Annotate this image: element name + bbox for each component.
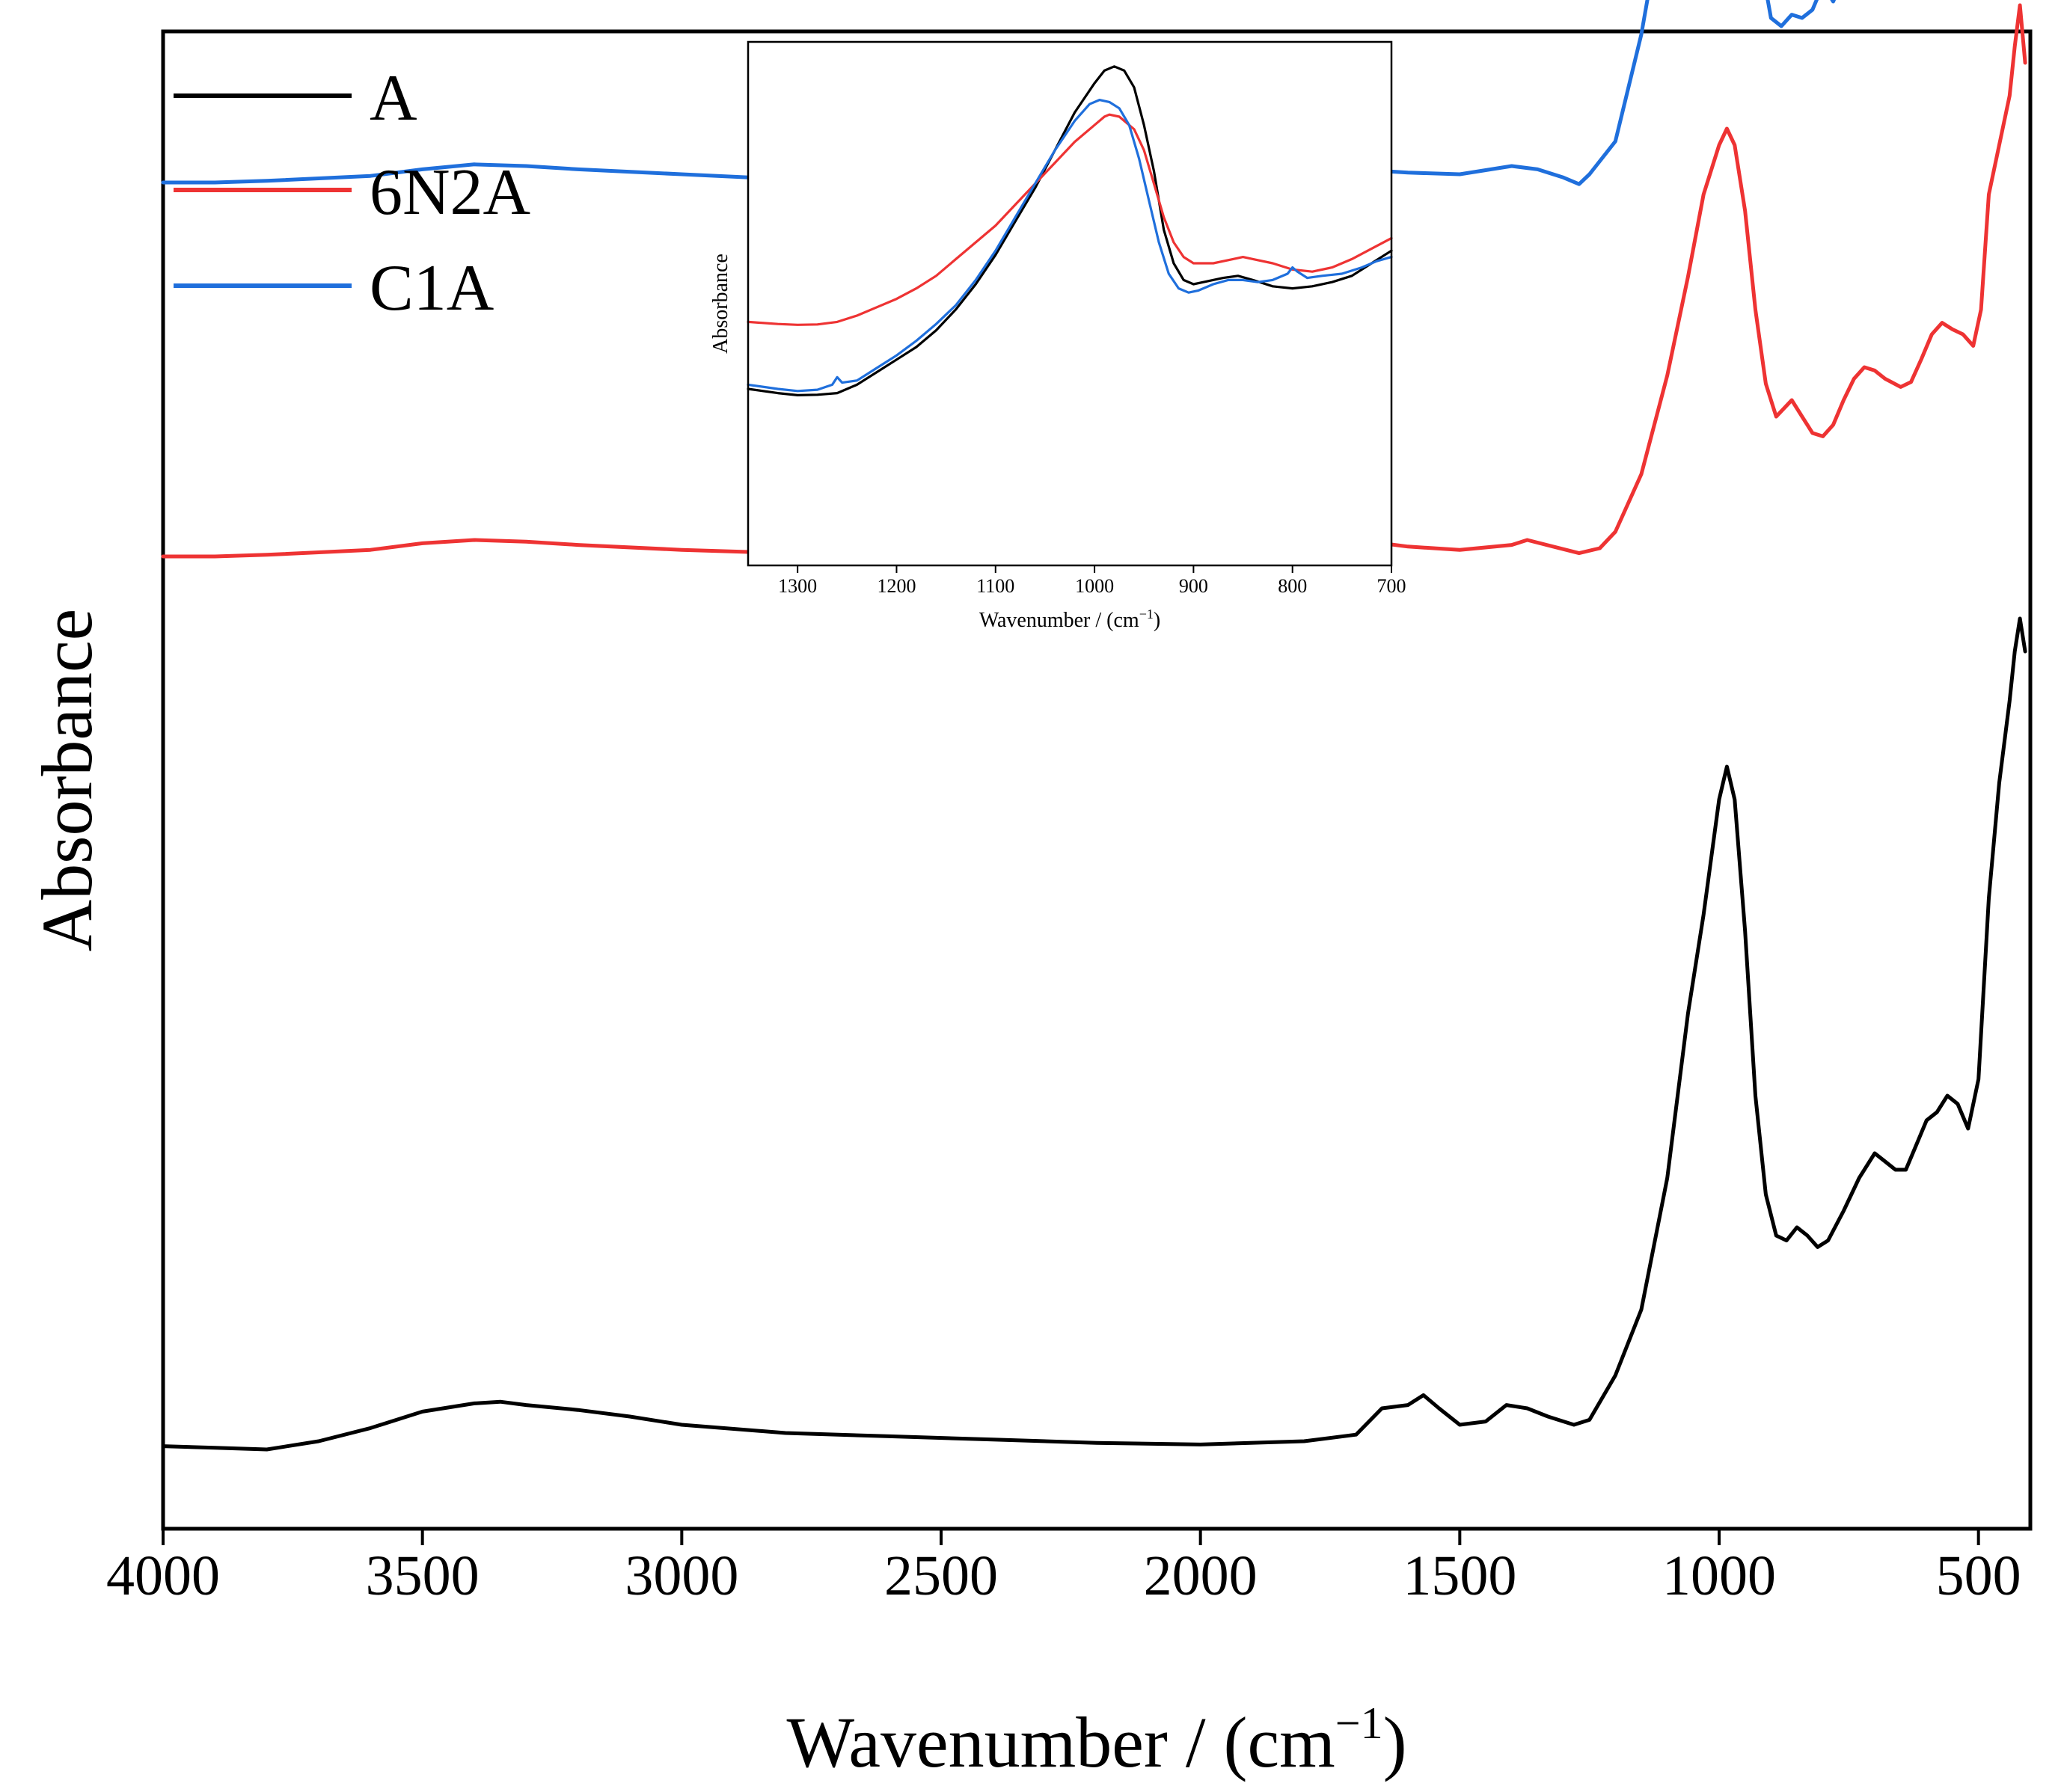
main-plot: 4000 3500 3000 2500 2000 1500 1000 500 Absorban… (27, 0, 2033, 1782)
main-x-axis-title: Wavenumber / (cm−1) (786, 1699, 1406, 1782)
inset-tick-label-800: 800 (1278, 575, 1307, 597)
legend-label-c1a: C1A (370, 252, 494, 325)
inset-series-line-a (747, 65, 1393, 397)
main-tick-label-2500: 2500 (884, 1544, 998, 1607)
legend-label-a: A (370, 62, 417, 135)
main-tick-label-4000: 4000 (106, 1544, 220, 1607)
main-tick-label-3500: 3500 (366, 1544, 480, 1607)
inset-tick-label-1000: 1000 (1075, 575, 1114, 597)
main-tick-label-1000: 1000 (1662, 1544, 1776, 1607)
inset-series-line-c1a (747, 99, 1393, 393)
inset-x-axis-title: Wavenumber / (cm−1) (979, 607, 1160, 632)
main-tick-label-500: 500 (1936, 1544, 2021, 1607)
legend: A 6N2A C1A (174, 62, 530, 325)
main-x-ticks: 4000 3500 3000 2500 2000 1500 1000 500 (106, 1529, 2021, 1607)
main-tick-label-2000: 2000 (1144, 1544, 1258, 1607)
legend-entry-6n2a: 6N2A (174, 156, 530, 229)
inset-series-line-6n2a (747, 113, 1393, 326)
main-y-axis-title: Absorbance (27, 609, 107, 951)
inset-tick-label-1100: 1100 (976, 575, 1014, 597)
inset-y-axis-title: Absorbance (709, 254, 732, 354)
legend-label-6n2a: 6N2A (370, 156, 530, 229)
legend-entry-a: A (174, 62, 417, 135)
main-series-line-a (161, 616, 2027, 1452)
inset-tick-label-1300: 1300 (778, 575, 817, 597)
inset-tick-label-700: 700 (1377, 575, 1406, 597)
inset-plot: 1300 1200 1100 1000 900 800 700 Absorbance Wav… (709, 40, 1406, 632)
inset-series-lines (747, 65, 1393, 397)
main-tick-label-1500: 1500 (1403, 1544, 1516, 1607)
legend-entry-c1a: C1A (174, 252, 494, 325)
inset-tick-label-1200: 1200 (877, 575, 916, 597)
inset-tick-label-900: 900 (1179, 575, 1208, 597)
main-tick-label-3000: 3000 (625, 1544, 738, 1607)
inset-x-ticks: 1300 1200 1100 1000 900 800 700 (778, 565, 1406, 597)
inset-plot-frame (747, 40, 1393, 567)
main-plot-frame (161, 29, 2033, 1531)
